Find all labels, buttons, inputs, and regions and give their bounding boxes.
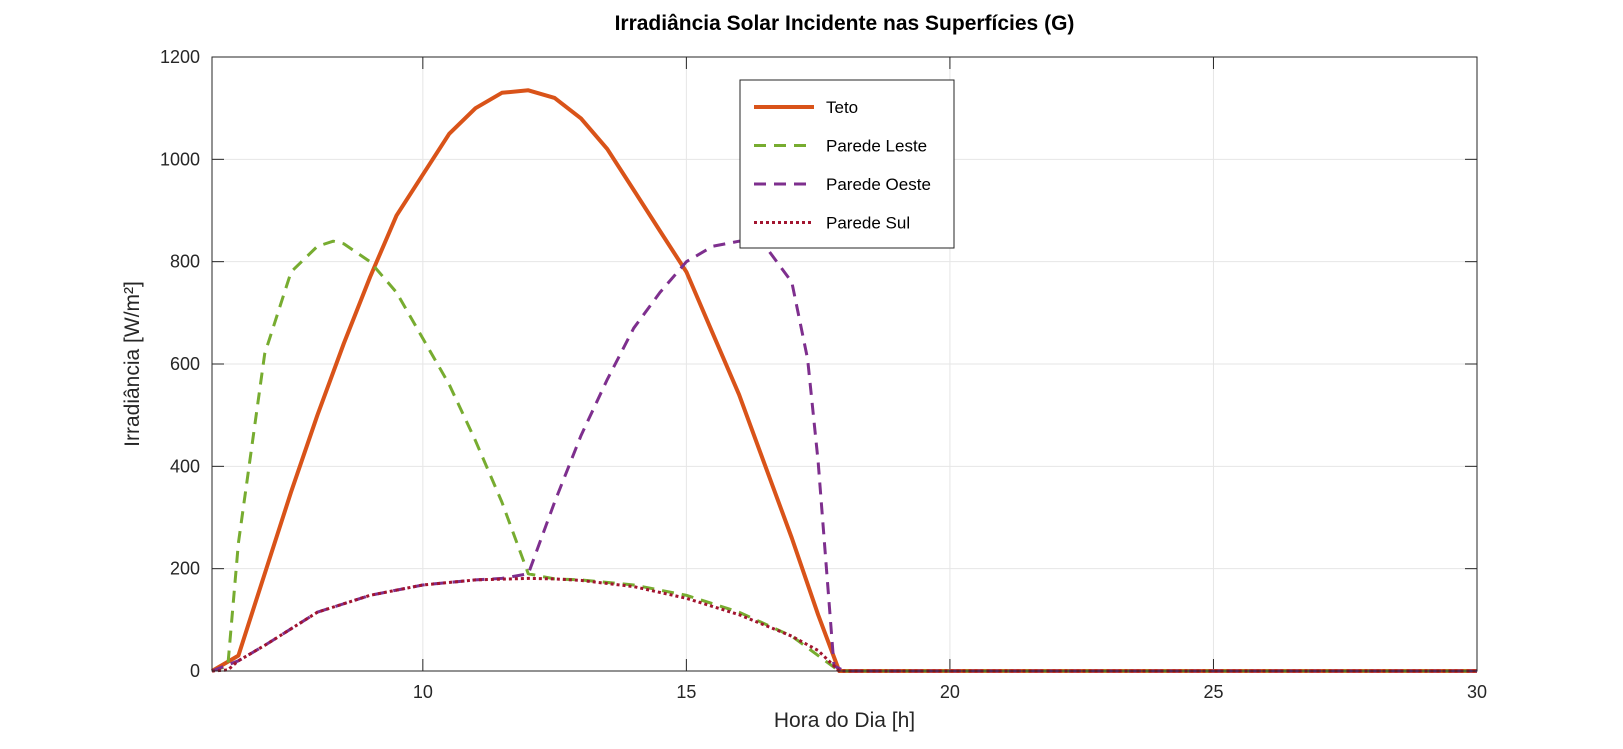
- x-tick-label: 15: [676, 682, 696, 702]
- y-tick-label: 1000: [160, 149, 200, 169]
- plot-frame: [211, 56, 1478, 672]
- y-axis-label: Irradiância [W/m²]: [121, 281, 144, 447]
- chart-title: Irradiância Solar Incidente nas Superfíc…: [615, 12, 1075, 35]
- x-tick-label: 30: [1467, 682, 1487, 702]
- x-tick-label: 20: [940, 682, 960, 702]
- legend-entry-label: Parede Oeste: [826, 175, 931, 194]
- legend-entry-label: Teto: [826, 98, 858, 117]
- legend-entry-label: Parede Sul: [826, 214, 910, 233]
- legend: Teto Parede Leste Parede Oeste Parede Sul: [739, 79, 955, 249]
- y-tick-label: 400: [170, 456, 200, 476]
- y-tick-label: 600: [170, 354, 200, 374]
- series-line-parede-leste: [211, 239, 1477, 673]
- x-tick-label: 10: [413, 682, 433, 702]
- x-tick-label: 25: [1203, 682, 1223, 702]
- y-tick-label: 1200: [160, 47, 200, 67]
- tick-labels: 10 15 20 25 30 0 200 400 600 800 1000 1200: [160, 47, 1487, 702]
- legend-entry-label: Parede Leste: [826, 137, 927, 156]
- y-tick-label: 200: [170, 559, 200, 579]
- x-axis-label: Hora do Dia [h]: [774, 709, 915, 732]
- y-tick-label: 0: [190, 661, 200, 681]
- y-tick-label: 800: [170, 252, 200, 272]
- series-line-teto: [210, 88, 1477, 673]
